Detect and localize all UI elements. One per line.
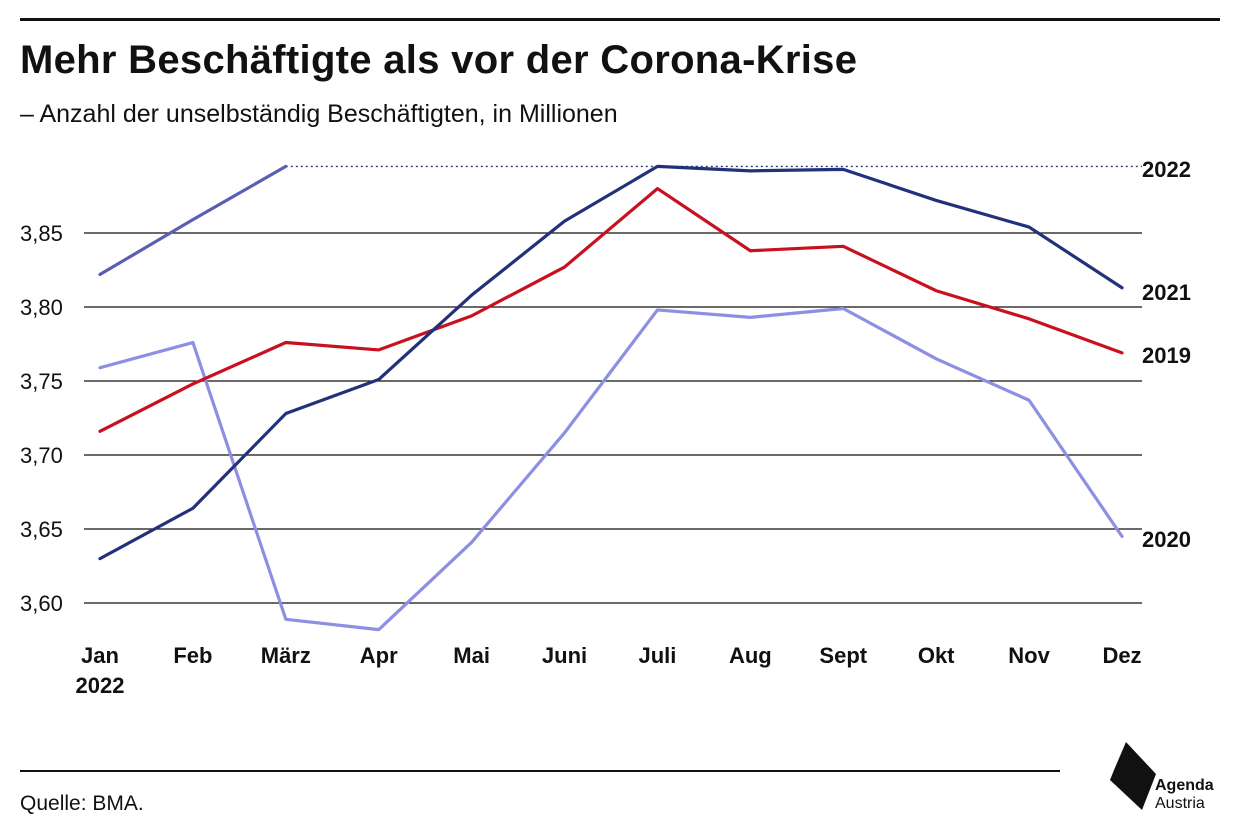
x-tick-label-nov: Nov [1008, 643, 1050, 668]
y-tick-label-3-60: 3,60 [20, 591, 63, 616]
x-tick-label-juni: Juni [542, 643, 587, 668]
bottom-rule [20, 770, 1060, 772]
series-label-2020: 2020 [1142, 527, 1191, 552]
series-line-2020 [98, 306, 1124, 632]
series-label-2022: 2022 [1142, 157, 1191, 182]
x-tick-label-m-rz: März [261, 643, 311, 668]
y-tick-label-3-80: 3,80 [20, 295, 63, 320]
logo-line-1: Agenda [1155, 777, 1214, 794]
logo-line-2: Austria [1155, 795, 1205, 812]
series-label-2019: 2019 [1142, 343, 1191, 368]
x-tick-label-mai: Mai [453, 643, 490, 668]
x-tick-label-juli: Juli [639, 643, 677, 668]
y-tick-label-3-75: 3,75 [20, 369, 63, 394]
x-tick-label-apr: Apr [360, 643, 398, 668]
x-tick-label-dez: Dez [1102, 643, 1141, 668]
source-note: Quelle: BMA. [20, 792, 144, 815]
x-tick-label-sept: Sept [819, 643, 867, 668]
x-year-label: 2022 [76, 673, 125, 698]
chart-title: Mehr Beschäftigte als vor der Corona-Kri… [20, 38, 858, 82]
chart-subtitle: – Anzahl der unselbständig Beschäftigten… [20, 100, 618, 128]
logo-mark-icon [1110, 742, 1156, 810]
series-line-2021 [98, 164, 1124, 561]
agenda-austria-logo: Agenda Austria [1108, 740, 1228, 820]
y-tick-label-3-85: 3,85 [20, 221, 63, 246]
series-line-2019 [98, 187, 1124, 433]
x-tick-label-aug: Aug [729, 643, 772, 668]
y-tick-label-3-65: 3,65 [20, 517, 63, 542]
series-line-2022 [98, 164, 288, 277]
x-tick-label-okt: Okt [918, 643, 955, 668]
top-rule [20, 18, 1220, 21]
y-tick-label-3-70: 3,70 [20, 443, 63, 468]
x-tick-label-feb: Feb [173, 643, 212, 668]
series-label-2021: 2021 [1142, 280, 1191, 305]
x-tick-label-jan: Jan [81, 643, 119, 668]
line-chart: 3,60 3,65 3,70 3,75 3,80 3,85 Jan Feb März Apr Mai… [20, 157, 1191, 698]
